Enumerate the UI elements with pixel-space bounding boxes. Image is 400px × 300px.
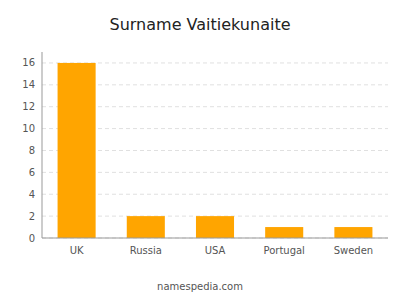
y-tick-label: 6 (29, 167, 35, 178)
bar (196, 216, 234, 238)
y-tick-label: 2 (29, 211, 35, 222)
page: {"chart_data": {"type": "bar", "title": … (0, 0, 400, 300)
x-tick-label: Sweden (334, 245, 374, 256)
x-ticks: UK Russia USA Portugal Sweden (70, 245, 374, 256)
y-tick-label: 10 (22, 123, 35, 134)
annotation: namespedia.com (157, 281, 243, 292)
chart-container: Surname Vaitiekunaite 0 2 4 6 8 10 12 14 16 UK Russ… (0, 0, 400, 300)
bar (127, 216, 165, 238)
x-tick-label: UK (70, 245, 84, 256)
bars (58, 63, 373, 238)
y-axis-line (42, 52, 43, 238)
grid (42, 63, 388, 238)
y-tick-label: 14 (22, 79, 35, 90)
x-axis-line (42, 238, 388, 239)
y-ticks: 0 2 4 6 8 10 12 14 16 (22, 57, 35, 243)
y-tick-label: 8 (29, 145, 35, 156)
y-tick-label: 4 (29, 189, 35, 200)
x-tick-label: Portugal (263, 245, 304, 256)
chart-svg: Surname Vaitiekunaite 0 2 4 6 8 10 12 14 16 UK Russ… (0, 0, 400, 300)
x-tick-label: Russia (130, 245, 162, 256)
bar (265, 227, 303, 238)
grid-line (42, 238, 388, 239)
y-tick-label: 12 (22, 101, 35, 112)
title: Surname Vaitiekunaite (110, 15, 291, 34)
y-tick-label: 0 (29, 233, 35, 244)
x-tick-label: USA (205, 245, 226, 256)
y-tick-label: 16 (22, 57, 35, 68)
bar (334, 227, 372, 238)
bar (58, 63, 96, 238)
